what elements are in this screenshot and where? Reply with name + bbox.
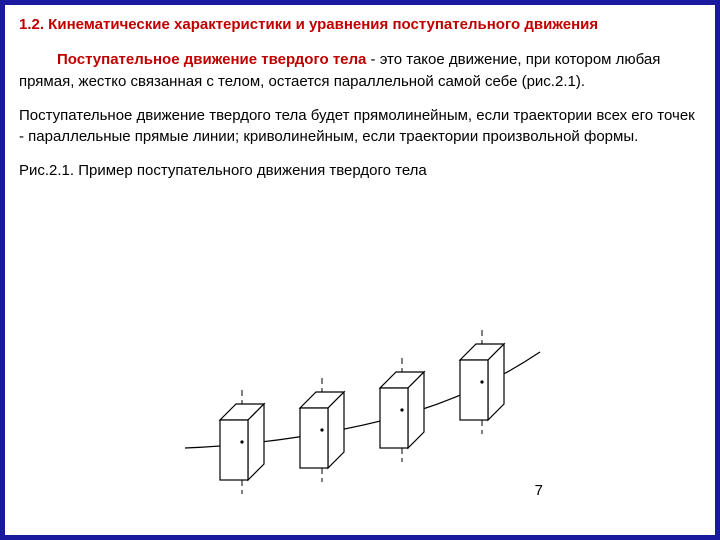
paragraph-types: Поступательное движение твердого тела бу… [19,106,701,147]
figure-2-1 [180,330,550,510]
figure-caption: Рис.2.1. Пример поступательного движения… [19,161,701,181]
term-label: Поступательное движение твердого тела [19,51,366,68]
translational-motion-diagram [180,330,550,510]
slide-frame: 1.2. Кинематические характеристики и ура… [0,0,720,540]
section-heading: 1.2. Кинематические характеристики и ура… [19,15,701,35]
page-number: 7 [535,482,543,499]
paragraph-definition: Поступательное движение твердого тела - … [19,49,701,92]
